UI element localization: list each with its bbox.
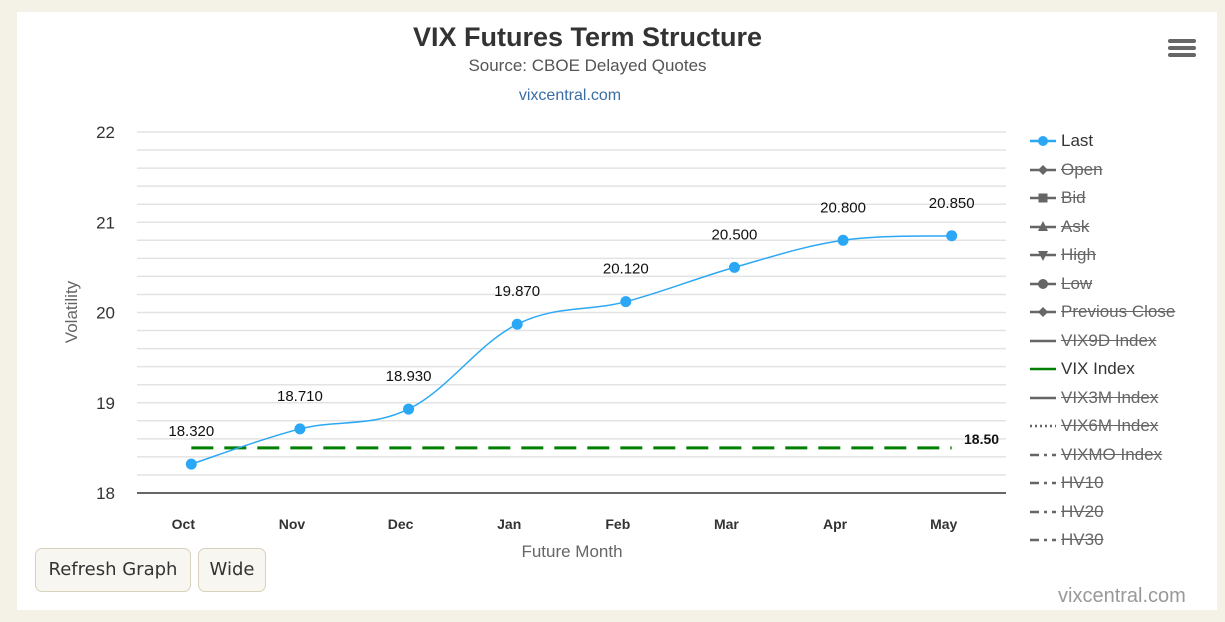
data-point[interactable]: [620, 296, 632, 308]
source-link[interactable]: vixcentral.com: [518, 87, 622, 104]
legend-label: Last: [1061, 131, 1094, 150]
vix-index-label: 18.50: [964, 431, 999, 447]
data-label: 20.800: [820, 199, 866, 216]
legend-label: VIX6M Index: [1061, 416, 1159, 435]
legend-item-vix9d-index[interactable]: VIX9D Index: [1030, 329, 1156, 353]
legend-label: HV30: [1061, 530, 1104, 549]
legend-label: High: [1061, 245, 1096, 264]
legend-label: Bid: [1061, 188, 1086, 207]
data-label: 18.320: [168, 423, 214, 440]
legend-item-hv30[interactable]: HV30: [1030, 528, 1104, 552]
data-label: 20.120: [603, 261, 649, 278]
x-tick-label: Nov: [279, 516, 306, 532]
legend-symbol-icon: [1030, 193, 1056, 203]
y-tick-label: 19: [96, 394, 115, 413]
x-tick-label: Oct: [172, 516, 196, 532]
chart-title: VIX Futures Term Structure: [412, 22, 763, 52]
legend-item-vix-index[interactable]: VIX Index: [1030, 357, 1135, 381]
chart-subtitle: Source: CBOE Delayed Quotes: [468, 56, 707, 75]
legend-label: HV10: [1061, 473, 1104, 492]
legend-symbol-icon: [1030, 307, 1056, 317]
legend-item-last[interactable]: Last: [1030, 129, 1093, 153]
legend-symbol-icon: [1030, 510, 1056, 513]
x-tick-label: Jan: [497, 516, 521, 532]
legend-symbol-icon: [1030, 538, 1056, 542]
data-point[interactable]: [294, 423, 306, 435]
y-axis-title: Volatility: [62, 280, 81, 343]
y-tick-label: 21: [96, 213, 115, 232]
legend-item-ask[interactable]: Ask: [1030, 215, 1089, 239]
legend-label: VIX3M Index: [1061, 387, 1159, 407]
legend-label: Low: [1061, 273, 1093, 293]
data-label: 18.930: [386, 368, 432, 385]
data-point[interactable]: [511, 318, 523, 330]
chart-panel: [17, 12, 1217, 610]
x-tick-label: Feb: [605, 516, 630, 532]
legend-symbol-icon: [1030, 136, 1056, 146]
legend-symbol-icon: [1030, 396, 1056, 399]
refresh-graph-button[interactable]: Refresh Graph: [35, 548, 191, 592]
data-label: 18.710: [277, 388, 323, 405]
legend-label: VIX9D Index: [1061, 330, 1157, 350]
legend-item-hv10[interactable]: HV10: [1030, 471, 1104, 495]
x-tick-label: Mar: [714, 516, 739, 532]
y-tick-label: 18: [96, 484, 115, 503]
legend-symbol-icon: [1030, 481, 1056, 485]
legend-label: VIX Index: [1061, 359, 1135, 378]
legend-item-high[interactable]: High: [1030, 243, 1096, 267]
data-point[interactable]: [185, 458, 197, 470]
legend-label: Previous Close: [1061, 302, 1176, 321]
credit-link[interactable]: vixcentral.com: [1058, 585, 1186, 607]
data-point[interactable]: [403, 403, 415, 415]
legend-symbol-icon: [1030, 278, 1056, 289]
legend-item-vix3m-index[interactable]: VIX3M Index: [1030, 386, 1158, 410]
last-series-line: [191, 235, 952, 465]
hamburger-menu-icon[interactable]: [1168, 39, 1196, 61]
legend-item-previous-close[interactable]: Previous Close: [1030, 300, 1175, 324]
wide-button[interactable]: Wide: [198, 548, 266, 592]
legend-item-bid[interactable]: Bid: [1030, 186, 1086, 210]
legend-symbol-icon: [1030, 339, 1056, 342]
legend-symbol-icon: [1030, 251, 1056, 261]
legend-label: Open: [1061, 159, 1103, 179]
data-point[interactable]: [946, 230, 958, 242]
legend-label: HV20: [1061, 501, 1104, 521]
legend-symbol-icon: [1030, 424, 1056, 428]
legend-label: Ask: [1061, 216, 1090, 236]
legend-symbol-icon: [1030, 367, 1056, 371]
y-tick-label: 20: [96, 304, 115, 323]
legend-item-open[interactable]: Open: [1030, 158, 1103, 182]
data-point[interactable]: [837, 234, 849, 246]
legend-item-vix6m-index[interactable]: VIX6M Index: [1030, 414, 1158, 438]
x-tick-label: Apr: [823, 516, 848, 532]
legend-symbol-icon: [1030, 164, 1056, 175]
data-label: 20.850: [929, 195, 975, 212]
x-axis-title: Future Month: [521, 542, 622, 561]
y-tick-label: 22: [96, 123, 115, 142]
legend-item-low[interactable]: Low: [1030, 272, 1092, 296]
legend-item-vixmo-index[interactable]: VIXMO Index: [1030, 443, 1162, 467]
legend-item-hv20[interactable]: HV20: [1030, 500, 1104, 524]
data-label: 19.870: [494, 283, 540, 300]
data-label: 20.500: [711, 226, 757, 243]
data-point[interactable]: [728, 261, 740, 273]
x-tick-label: May: [930, 516, 957, 532]
legend-label: VIXMO Index: [1061, 444, 1163, 464]
legend-symbol-icon: [1030, 220, 1056, 231]
x-tick-label: Dec: [388, 516, 414, 532]
legend-symbol-icon: [1030, 453, 1056, 456]
